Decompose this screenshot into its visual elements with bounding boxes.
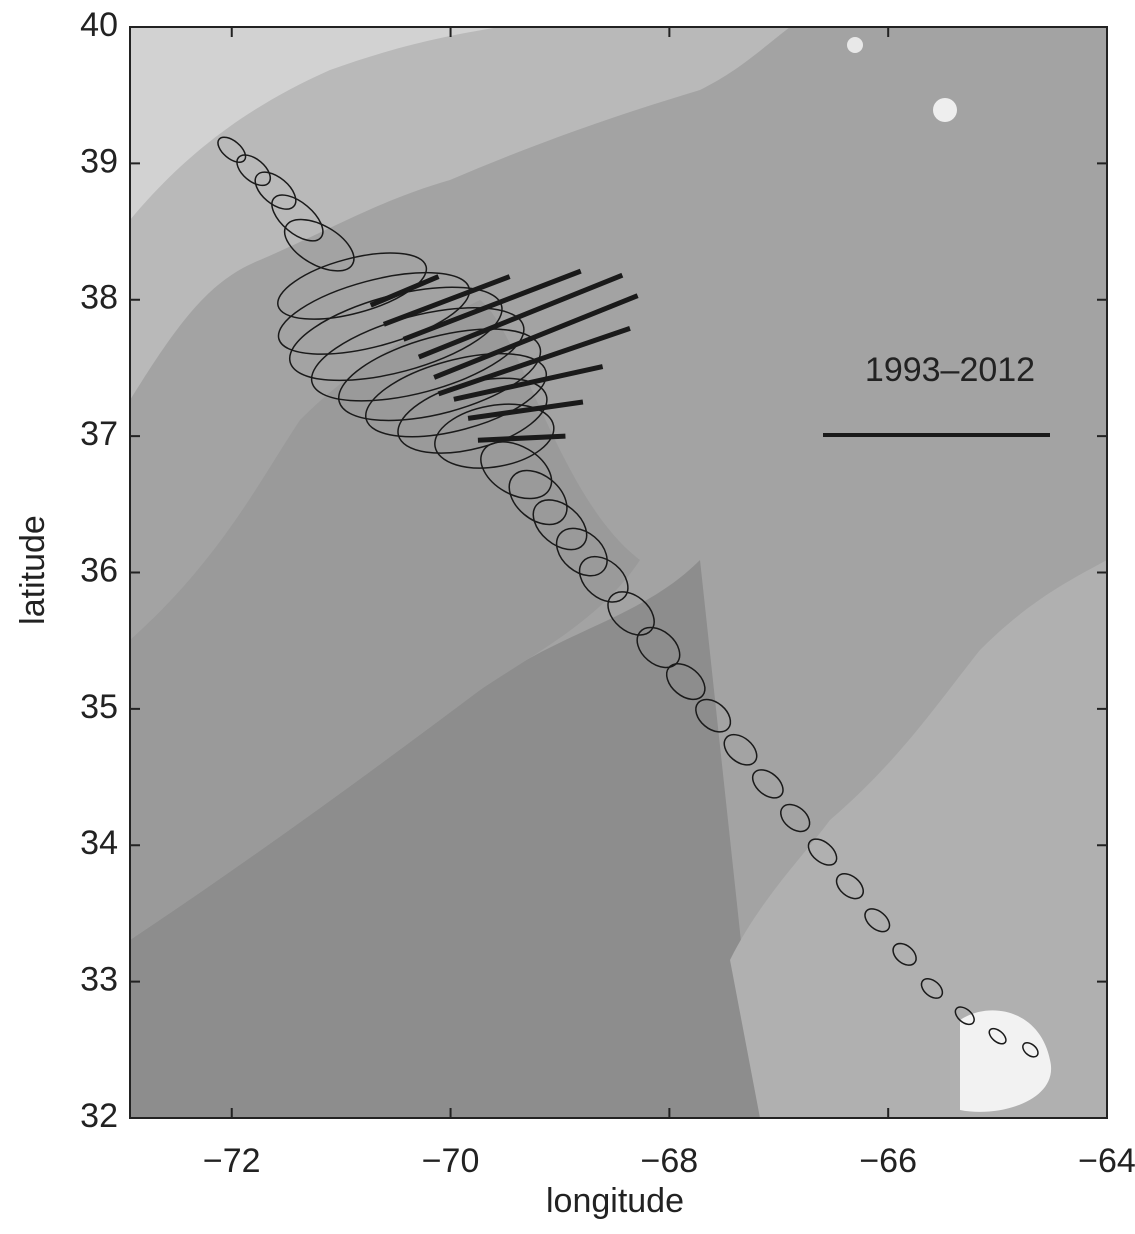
variance-ellipse [892, 942, 917, 966]
data-layer [217, 136, 1039, 1058]
y-axis-title: latitude [14, 515, 52, 625]
x-tick-label: −64 [1078, 1142, 1135, 1180]
trend-segment [453, 364, 604, 402]
variance-ellipse [835, 873, 864, 900]
variance-ellipse [807, 838, 838, 866]
variance-ellipse [920, 977, 944, 999]
variance-ellipse [954, 1006, 975, 1026]
trend-segment [382, 274, 511, 327]
trend-segment [433, 293, 639, 380]
variance-ellipse [555, 527, 608, 577]
variance-ellipse [695, 698, 732, 733]
variance-ellipse [780, 803, 811, 833]
x-tick-label: −68 [641, 1142, 699, 1180]
trend-segment [369, 274, 440, 308]
x-tick-label: −66 [859, 1142, 917, 1180]
x-tick-label: −72 [203, 1142, 261, 1180]
variance-ellipse [665, 663, 706, 701]
variance-ellipse [337, 328, 542, 422]
variance-ellipse [364, 352, 548, 438]
trend-segment [477, 433, 566, 443]
variance-ellipse [283, 218, 355, 272]
variance-ellipse [636, 626, 681, 669]
y-tick-label: 38 [80, 279, 118, 317]
variance-ellipse [217, 136, 247, 163]
variance-ellipse [480, 441, 553, 500]
variance-ellipse [508, 469, 568, 526]
variance-ellipse [254, 171, 297, 210]
trend-segment [437, 326, 631, 397]
y-tick-label: 34 [80, 824, 118, 862]
variance-ellipse [236, 154, 272, 187]
trend-segment [467, 399, 584, 421]
variance-ellipse [1022, 1042, 1039, 1058]
y-tick-label: 36 [80, 551, 118, 589]
x-axis-title: longitude [546, 1182, 684, 1220]
variance-ellipse [277, 252, 428, 320]
y-tick-label: 33 [80, 961, 118, 999]
y-tick-label: 40 [80, 6, 118, 44]
x-tick-label: −70 [422, 1142, 480, 1180]
variance-ellipse [723, 733, 758, 766]
variance-ellipse [988, 1027, 1007, 1045]
variance-ellipse [271, 194, 324, 242]
variance-ellipse [751, 769, 784, 799]
y-tick-label: 37 [80, 415, 118, 453]
trend-segment [417, 272, 624, 360]
y-tick-label: 35 [80, 688, 118, 726]
map-background [130, 27, 1107, 1118]
legend-label: 1993–2012 [865, 351, 1035, 389]
variance-ellipse [532, 499, 588, 551]
y-tick-label: 32 [80, 1097, 118, 1135]
variance-ellipse [578, 555, 629, 603]
variance-ellipse [607, 591, 655, 636]
variance-ellipse [434, 403, 555, 469]
variance-ellipse [864, 908, 891, 933]
y-tick-label: 39 [80, 142, 118, 180]
trend-segment [402, 268, 582, 342]
